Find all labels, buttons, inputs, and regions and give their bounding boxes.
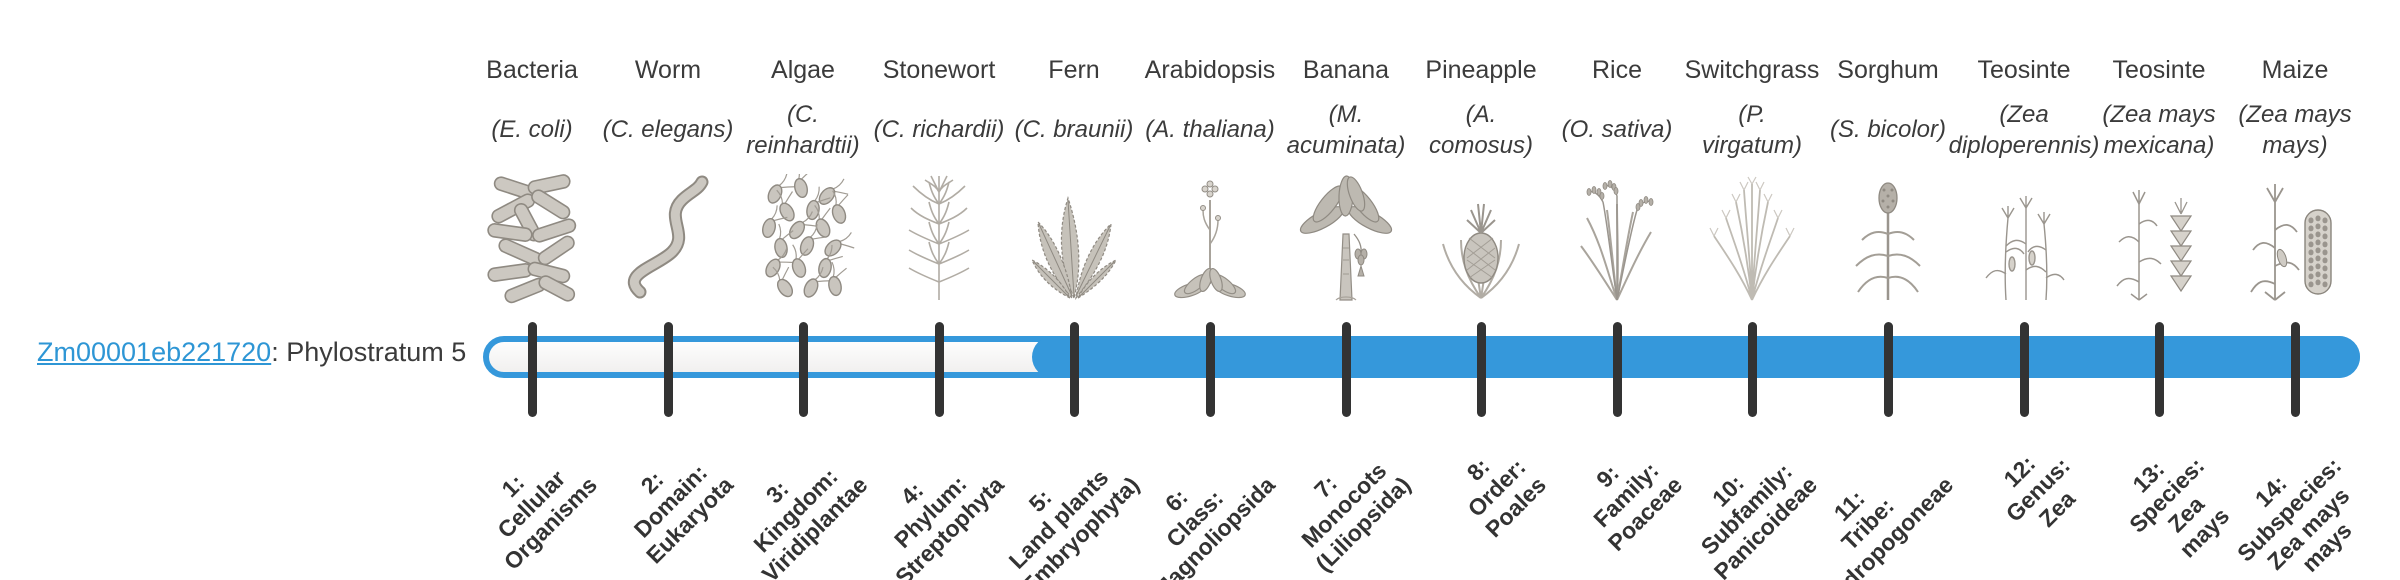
stratum-tick [664,322,673,417]
organism-common-name: Teosinte [1977,56,2071,84]
pineapple-icon [1425,170,1537,304]
teosinte-mexicana-icon [2103,170,2215,304]
organism-common-name: Algae [771,56,835,84]
maize-icon [2239,170,2351,304]
stratum-rank-label: 3: Kingdom: Viridiplantae [749,463,873,580]
stratum-tick [935,322,944,417]
organism-common-name: Teosinte [2112,56,2206,84]
stratum-tick [2291,322,2300,417]
stratum-rank-label: 1: Cellular Organisms [492,465,602,575]
organism-common-name: Sorghum [1837,56,1939,84]
stratum-tick [2155,322,2164,417]
stratum-tick [2020,322,2029,417]
organism-common-name: Worm [634,56,702,84]
switchgrass-icon [1696,170,1808,304]
stratum-rank-label: 12: Genus: Zea [1998,450,2080,532]
stratum-tick [1613,322,1622,417]
stratum-rank-label: 2: Domain: Eukaryota [628,459,738,569]
stratum-rank-label: 5: Land plants (Embryophyta) [1003,464,1144,580]
banana-icon [1290,170,1402,304]
phylostrata-bar-fill [1032,336,2360,378]
stratum-tick [1884,322,1893,417]
organism-common-name: Maize [2261,56,2329,84]
organism-species-name: (S. bicolor) [1829,116,1947,144]
organism-common-name: Arabidopsis [1144,56,1276,84]
organism-common-name: Banana [1302,56,1390,84]
organism-common-name: Fern [1048,56,1100,84]
stonewort-icon [883,170,995,304]
sorghum-icon [1832,170,1944,304]
organism-species-name: (C. braunii) [1014,116,1134,144]
stratum-tick [1070,322,1079,417]
rice-icon [1561,170,1673,304]
organism-common-name: Switchgrass [1684,56,1820,84]
stratum-tick [1206,322,1215,417]
stratum-rank-label: 6: Class: Magnoliopsida [1147,471,1280,580]
fern-icon [1018,170,1130,304]
worm-icon [612,170,724,304]
organism-species-name: (P. virgatum) [1701,100,1803,159]
organism-species-name: (M. acuminata) [1286,100,1406,159]
organism-species-name: (O. sativa) [1561,116,1673,144]
organism-common-name: Stonewort [882,56,996,84]
organism-species-name: (C. richardii) [873,116,1005,144]
gene-label: Zm00001eb221720: Phylostratum 5 [37,337,466,368]
stratum-tick [1342,322,1351,417]
bacteria-icon [476,170,588,304]
organism-species-name: (C. reinhardtii) [746,100,860,159]
organism-common-name: Pineapple [1425,56,1537,84]
arabidopsis-icon [1154,170,1266,304]
stratum-rank-label: 14: Subspecies: Zea mays mays [2231,452,2357,578]
teosinte-diploperennis-icon [1968,170,2080,304]
stratum-tick [1477,322,1486,417]
organism-common-name: Bacteria [486,56,578,84]
stratum-rank-label: 9: Family: Poaceae [1588,457,1687,556]
organism-species-name: (Zea mays mexicana) [2102,100,2216,159]
organism-species-name: (A. thaliana) [1145,116,1275,144]
stratum-tick [1748,322,1757,417]
gene-label-suffix: : Phylostratum 5 [271,337,467,367]
organism-species-name: (E. coli) [491,116,573,144]
algae-icon [747,170,859,304]
gene-id-link[interactable]: Zm00001eb221720 [37,337,272,367]
organism-species-name: (Zea diploperennis) [1948,100,2100,159]
stratum-tick [799,322,808,417]
stratum-rank-label: 8: Order: Poales [1461,452,1551,543]
organism-species-name: (C. elegans) [602,116,734,144]
stratum-rank-label: 7: Monocots (Liliopsida) [1296,457,1416,577]
organism-species-name: (A. comosus) [1428,100,1534,159]
stratum-rank-label: 13: Species: Zea mays [2124,452,2235,563]
organism-species-name: (Zea mays mays) [2238,100,2352,159]
organism-common-name: Rice [1591,56,1642,84]
stratum-tick [528,322,537,417]
